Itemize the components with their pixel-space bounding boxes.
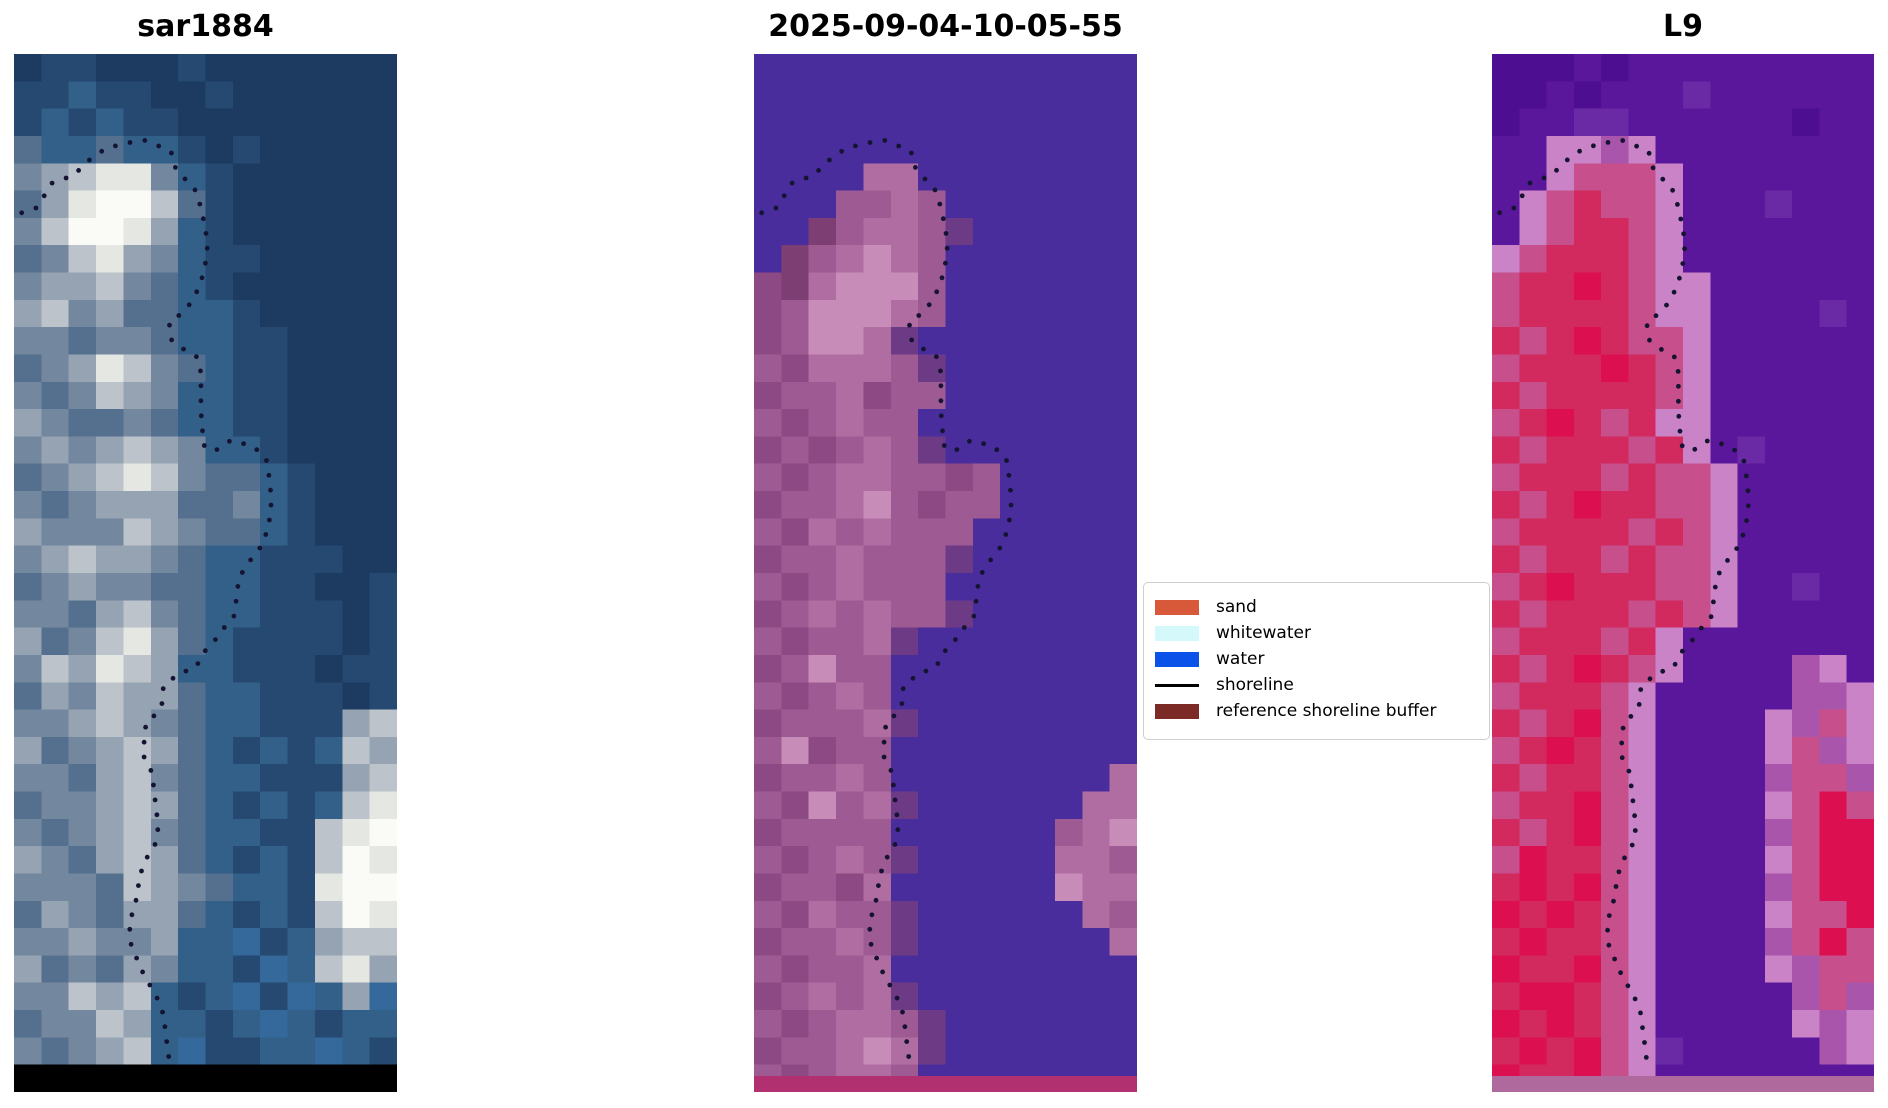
panel-dated-optical: 2025-09-04-10-05-55 <box>754 0 1137 1092</box>
sand-swatch-icon <box>1155 599 1199 615</box>
legend-entry-shoreline: shoreline <box>1155 672 1481 698</box>
nodata-strip <box>14 1076 397 1092</box>
l9-pixel-image <box>1492 54 1874 1092</box>
panel-title-sar1884: sar1884 <box>137 9 274 44</box>
shoreline-line-icon <box>1155 683 1199 687</box>
legend-label-shoreline: shoreline <box>1216 675 1294 695</box>
optical-pixel-image <box>754 54 1137 1092</box>
l9-image <box>1492 54 1874 1092</box>
optical-image <box>754 54 1137 1092</box>
panel-title-date: 2025-09-04-10-05-55 <box>768 9 1123 44</box>
legend-label-reference-buffer: reference shoreline buffer <box>1216 701 1437 721</box>
sar-pixel-image <box>14 54 397 1092</box>
legend-entry-water: water <box>1155 646 1481 672</box>
water-swatch-icon <box>1155 651 1199 667</box>
panel-title-l9: L9 <box>1663 9 1703 44</box>
sar-image <box>14 54 397 1092</box>
shoreline-dots-overlay <box>759 138 1014 1059</box>
reference-buffer-swatch-icon <box>1155 703 1199 719</box>
panel-sar1884: sar1884 <box>14 0 397 1092</box>
panel-l9: L9 <box>1492 0 1874 1092</box>
legend-label-water: water <box>1216 649 1265 669</box>
classification-legend: sand whitewater water shoreline referenc… <box>1143 582 1490 740</box>
legend-label-whitewater: whitewater <box>1216 623 1311 643</box>
legend-label-sand: sand <box>1216 597 1257 617</box>
shoreline-dots-overlay <box>1497 138 1751 1060</box>
shoreline-dots-overlay <box>19 138 274 1059</box>
nodata-strip <box>1492 1076 1874 1092</box>
nodata-strip <box>754 1076 1137 1092</box>
whitewater-swatch-icon <box>1155 625 1199 641</box>
legend-entry-reference-buffer: reference shoreline buffer <box>1155 698 1481 724</box>
legend-entry-whitewater: whitewater <box>1155 620 1481 646</box>
legend-entry-sand: sand <box>1155 594 1481 620</box>
